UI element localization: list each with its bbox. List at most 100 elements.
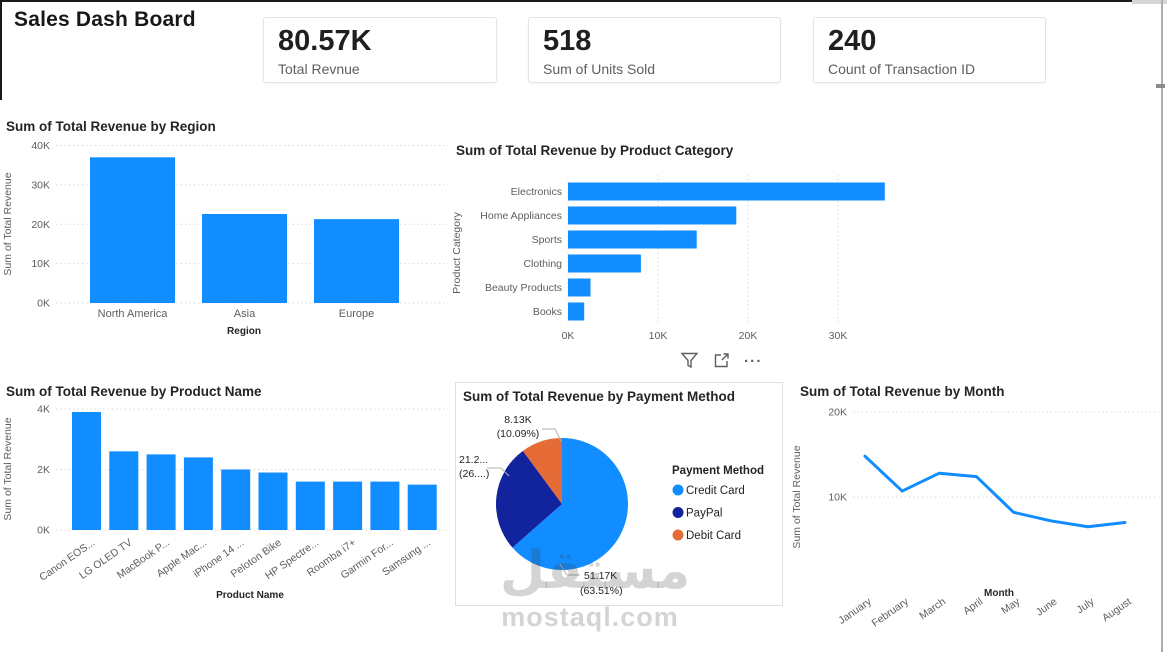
focus-mode-icon[interactable]	[712, 351, 731, 370]
top-border	[0, 0, 1132, 2]
category-bar-chart[interactable]: 0K 10K 20K 30K Electronics Home Appliances Spo…	[450, 165, 962, 355]
region-bar-chart[interactable]: 0K 10K 20K 30K 40K Sum of Total Revenue North …	[0, 140, 450, 355]
legend-label[interactable]: Debit Card	[686, 530, 741, 542]
month-line-chart[interactable]: 10K 20K Sum of Total Revenue JanuaryFebruar…	[789, 405, 1161, 628]
x-tick: 20K	[739, 330, 758, 342]
pie-slice-PayPal[interactable]	[496, 450, 562, 548]
x-axis-title: Product Name	[216, 590, 284, 601]
visual-toolbar: ...	[680, 348, 763, 370]
month-chart-panel: Sum of Total Revenue by Month 10K 20K Sum …	[789, 378, 1161, 628]
kpi-label: Count of Transaction ID	[828, 60, 976, 77]
kpi-card-units-sold[interactable]: 518 Sum of Units Sold	[528, 17, 781, 83]
more-options-icon[interactable]: ...	[744, 348, 763, 366]
x-tick: 10K	[649, 330, 668, 342]
watermark-site-text: mostaql.com	[501, 602, 679, 632]
pie-label: (10.09%)	[497, 428, 540, 440]
legend-title: Payment Method	[672, 465, 764, 477]
y-category: Electronics	[511, 186, 562, 198]
pie-label: 51.17K	[584, 570, 617, 582]
x-category: North America	[98, 308, 169, 320]
bar-Apple Mac...[interactable]	[183, 457, 213, 530]
y-tick: 0K	[37, 525, 50, 537]
legend-marker-Debit Card[interactable]	[672, 529, 684, 541]
y-axis-title: Sum of Total Revenue	[2, 172, 14, 275]
chart-title: Sum of Total Revenue by Month	[800, 384, 1005, 399]
kpi-card-transactions[interactable]: 240 Count of Transaction ID	[813, 17, 1046, 83]
bar-Europe[interactable]	[314, 219, 399, 303]
bar-North America[interactable]	[90, 157, 175, 303]
y-category: Home Appliances	[480, 210, 562, 222]
bar-Beauty Products[interactable]	[568, 278, 591, 297]
x-category: March	[917, 596, 948, 623]
leader-line	[487, 467, 510, 477]
chart-title: Sum of Total Revenue by Product Name	[6, 384, 262, 399]
x-category: Europe	[339, 308, 374, 320]
pie-label: 8.13K	[504, 414, 531, 426]
revenue-line[interactable]	[863, 454, 1127, 529]
x-category: June	[1034, 596, 1060, 619]
pie-label: (26....)	[459, 468, 489, 480]
bar-Peloton Bike[interactable]	[258, 472, 288, 530]
bar-Garmin For...[interactable]	[370, 481, 400, 530]
x-category: February	[870, 595, 912, 628]
x-category: Asia	[234, 308, 256, 320]
x-category: January	[836, 595, 874, 627]
vertical-scrollbar[interactable]	[1161, 0, 1163, 652]
bar-MacBook P...[interactable]	[146, 454, 176, 530]
pie-slice-Credit Card[interactable]	[512, 438, 628, 570]
kpi-value: 518	[543, 25, 592, 57]
y-tick: 40K	[31, 140, 50, 152]
x-axis-title: Month	[984, 588, 1014, 599]
y-tick: 4K	[37, 405, 50, 416]
kpi-value: 240	[828, 25, 877, 57]
leader-line	[559, 563, 580, 576]
category-chart-panel: Sum of Total Revenue by Product Category…	[450, 137, 962, 355]
bar-Books[interactable]	[568, 302, 585, 321]
bar-Roomba i7+[interactable]	[333, 481, 363, 530]
bar-Electronics[interactable]	[568, 182, 885, 201]
chart-title: Sum of Total Revenue by Product Category	[456, 143, 734, 158]
chart-title: Sum of Total Revenue by Region	[6, 119, 216, 134]
bar-LG OLED TV[interactable]	[109, 451, 139, 530]
x-category: August	[1100, 596, 1134, 625]
y-tick: 20K	[828, 407, 847, 419]
bar-Sports[interactable]	[568, 230, 697, 249]
payment-pie-chart[interactable]: 8.13K (10.09%) 21.2... (26....) 51.17K (63.51…	[456, 407, 782, 605]
bar-iPhone 14 ...[interactable]	[221, 469, 251, 531]
bar-Canon EOS...[interactable]	[72, 412, 101, 530]
filter-icon[interactable]	[680, 351, 699, 370]
bar-HP Spectre...[interactable]	[295, 481, 325, 530]
y-tick: 2K	[37, 464, 50, 476]
x-category: July	[1074, 595, 1097, 616]
y-category: Books	[533, 306, 562, 318]
legend-marker-PayPal[interactable]	[672, 507, 684, 518]
x-axis-title: Region	[227, 326, 261, 337]
legend-label[interactable]: PayPal	[686, 508, 722, 520]
left-border	[0, 0, 2, 100]
y-category: Beauty Products	[485, 282, 562, 294]
legend-marker-Credit Card[interactable]	[672, 484, 684, 496]
payment-chart-panel: Sum of Total Revenue by Payment Method 8…	[455, 382, 783, 606]
y-axis-title: Sum of Total Revenue	[791, 445, 803, 548]
top-right-sliver	[1132, 0, 1167, 4]
region-chart-panel: Sum of Total Revenue by Region 0K 10K 20K 3…	[0, 113, 450, 355]
y-tick: 10K	[828, 492, 847, 504]
bar-Samsung ...[interactable]	[407, 484, 437, 530]
bar-Asia[interactable]	[202, 214, 287, 303]
scrollbar-handle[interactable]	[1156, 84, 1165, 88]
kpi-value: 80.57K	[278, 25, 372, 57]
x-category: April	[961, 596, 985, 618]
y-tick: 10K	[31, 258, 50, 270]
y-tick: 0K	[37, 298, 50, 310]
bar-Home Appliances[interactable]	[568, 206, 737, 225]
y-category: Clothing	[523, 258, 562, 270]
kpi-card-total-revenue[interactable]: 80.57K Total Revnue	[263, 17, 497, 83]
y-axis-title: Sum of Total Revenue	[2, 417, 14, 520]
bar-Clothing[interactable]	[568, 254, 641, 273]
pie-slice-Debit Card[interactable]	[522, 438, 562, 504]
page-title: Sales Dash Board	[14, 8, 196, 31]
legend-label[interactable]: Credit Card	[686, 485, 745, 497]
y-tick: 20K	[31, 219, 50, 231]
